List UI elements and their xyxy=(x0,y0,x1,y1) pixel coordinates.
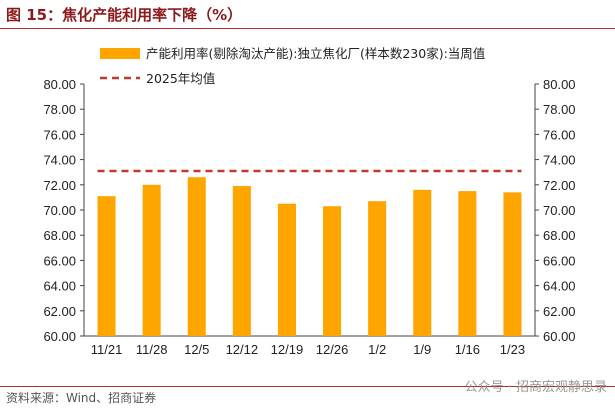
left-tick-label: 72.00 xyxy=(43,178,76,193)
bar xyxy=(413,189,432,336)
bar xyxy=(458,191,477,336)
left-tick-label: 62.00 xyxy=(43,304,76,319)
left-tick-label: 80.00 xyxy=(43,77,76,92)
legend-bar-swatch xyxy=(100,48,140,59)
left-tick-label: 74.00 xyxy=(43,153,76,168)
x-tick-label: 11/21 xyxy=(91,342,123,357)
bar xyxy=(323,206,342,336)
x-tick-label: 1/16 xyxy=(455,342,480,357)
legend-bar-label: 产能利用率(剔除淘汰产能):独立焦化厂(样本数230家):当周值 xyxy=(146,46,485,61)
figure-title: 图 15：焦化产能利用率下降（%） xyxy=(6,6,243,24)
bar xyxy=(97,196,116,336)
left-tick-label: 68.00 xyxy=(43,228,76,243)
left-tick-label: 64.00 xyxy=(43,279,76,294)
right-tick-label: 70.00 xyxy=(543,203,576,218)
legend-avg-label: 2025年均值 xyxy=(146,71,215,86)
left-tick-label: 78.00 xyxy=(43,102,76,117)
right-tick-label: 66.00 xyxy=(543,253,576,268)
right-tick-label: 76.00 xyxy=(543,127,576,142)
x-tick-label: 12/26 xyxy=(316,342,349,357)
x-tick-label: 11/28 xyxy=(136,342,168,357)
right-tick-label: 60.00 xyxy=(543,329,576,344)
watermark: 公众号 · 招商宏观静思录 xyxy=(464,380,607,395)
right-tick-label: 64.00 xyxy=(543,279,576,294)
left-tick-label: 66.00 xyxy=(43,253,76,268)
right-tick-label: 80.00 xyxy=(543,77,576,92)
right-tick-label: 68.00 xyxy=(543,228,576,243)
left-tick-label: 76.00 xyxy=(43,127,76,142)
bar xyxy=(187,177,206,336)
bar-series xyxy=(97,177,522,336)
left-axis-ticks: 80.00 78.00 76.00 74.00 72.00 70.00 68.00 66.00… xyxy=(43,77,84,344)
left-tick-label: 70.00 xyxy=(43,203,76,218)
left-tick-label: 60.00 xyxy=(43,329,76,344)
x-tick-label: 12/5 xyxy=(184,342,209,357)
bar xyxy=(232,186,251,336)
right-tick-label: 72.00 xyxy=(543,178,576,193)
x-tick-label: 12/12 xyxy=(226,342,259,357)
right-tick-label: 74.00 xyxy=(543,153,576,168)
source-divider xyxy=(0,386,615,387)
x-tick-label: 1/9 xyxy=(413,342,431,357)
bar xyxy=(142,184,161,336)
bar xyxy=(277,203,296,336)
bar xyxy=(503,192,522,336)
x-axis-labels: 11/21 11/28 12/5 12/12 12/19 12/26 1/2 1/9 1/16 1… xyxy=(91,342,525,357)
bar xyxy=(368,201,387,336)
x-tick-label: 1/23 xyxy=(500,342,525,357)
x-tick-label: 12/19 xyxy=(271,342,304,357)
right-axis-ticks: 80.00 78.00 76.00 74.00 72.00 70.00 68.00 66.00… xyxy=(535,77,576,344)
title-divider xyxy=(0,28,615,29)
x-tick-label: 1/2 xyxy=(368,342,386,357)
right-tick-label: 78.00 xyxy=(543,102,576,117)
right-tick-label: 62.00 xyxy=(543,304,576,319)
source-note: 资料来源：Wind、招商证券 xyxy=(6,391,157,405)
